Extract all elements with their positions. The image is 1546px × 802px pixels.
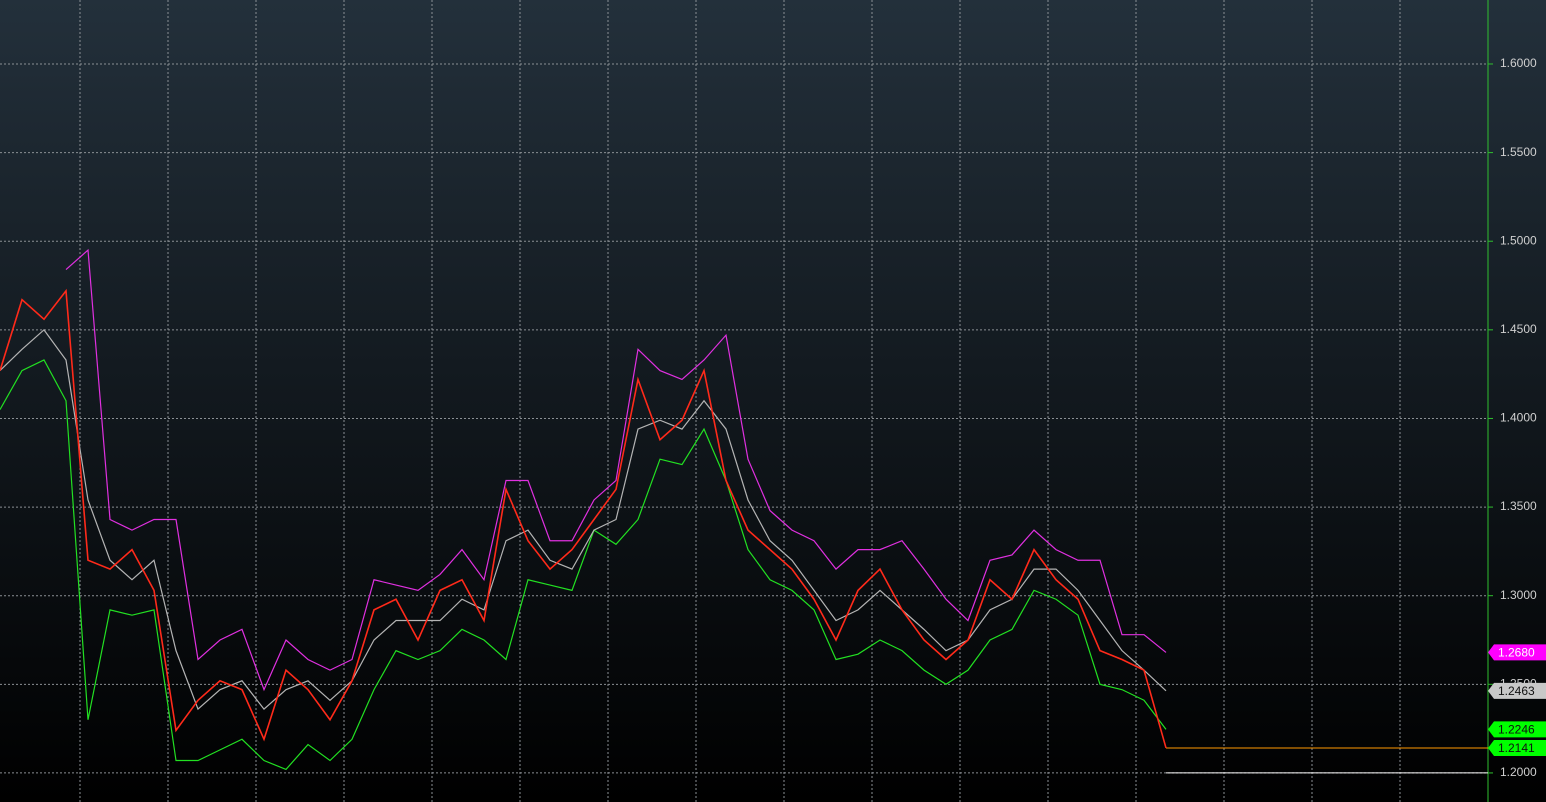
y-tick-label: 1.4000 (1500, 411, 1537, 425)
tag-label: 1.2141 (1498, 741, 1535, 755)
tag-shape (1488, 739, 1546, 756)
tag-shape (1488, 644, 1546, 661)
series-line (65, 248, 1167, 692)
tag-shape (1488, 721, 1546, 738)
y-tick-label: 1.3000 (1500, 588, 1537, 602)
tag-label: 1.2680 (1498, 646, 1535, 660)
series-line (0, 328, 1167, 711)
y-tick-label: 1.6000 (1500, 56, 1537, 70)
y-tick-label: 1.3500 (1500, 499, 1537, 513)
last-value-tag: 1.2680 (1488, 644, 1546, 661)
y-tick-label: 1.4500 (1500, 322, 1537, 336)
last-value-tag: 1.2463 (1488, 682, 1546, 699)
tag-label: 1.2246 (1498, 723, 1535, 737)
y-tick-label: 1.5500 (1500, 145, 1537, 159)
y-tick-label: 1.5000 (1500, 233, 1537, 247)
tag-shape (1488, 682, 1546, 699)
tag-label: 1.2463 (1498, 684, 1535, 698)
series-line (0, 288, 1167, 749)
last-value-tag: 1.2141 (1488, 739, 1546, 756)
y-tick-label: 1.2000 (1500, 765, 1537, 779)
last-value-tag: 1.2246 (1488, 721, 1546, 738)
series-line (0, 359, 1167, 771)
